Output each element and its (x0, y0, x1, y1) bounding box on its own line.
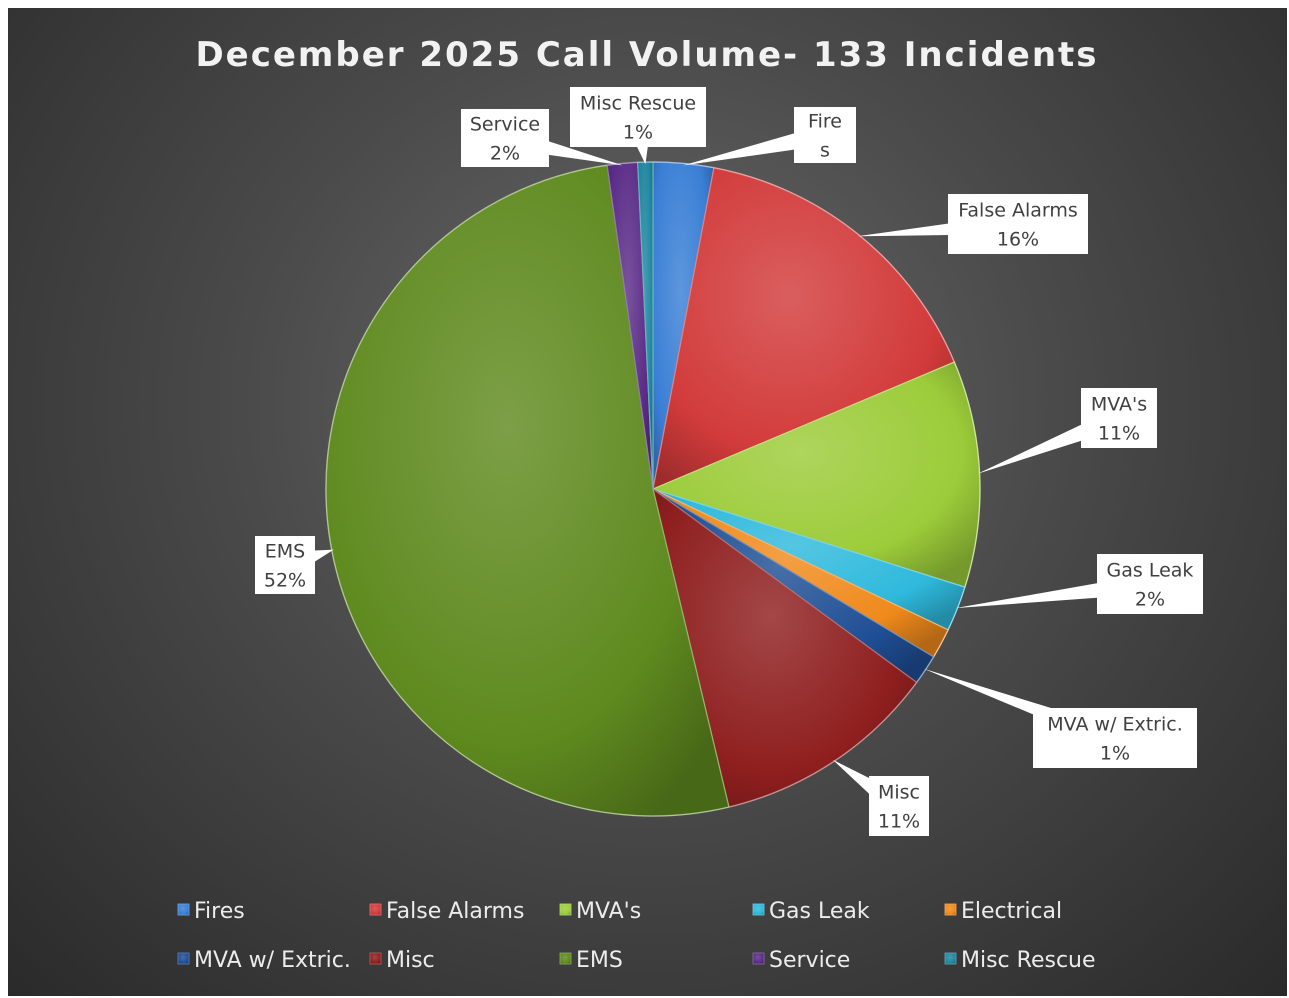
pie-rim (325, 161, 981, 817)
leader-line-fires (683, 129, 811, 166)
legend-item-electrical: Electrical (944, 899, 1062, 924)
leader-line-mva-s (977, 416, 1106, 474)
data-label-box-misc (869, 776, 929, 836)
data-label-false-alarms: False Alarms 16% (857, 194, 1088, 254)
legend-label-ems: EMS (576, 948, 623, 973)
leader-line-gas-leak (955, 577, 1134, 609)
data-label-misc-rescue: Misc Rescue 1% (570, 87, 706, 165)
data-label-box-false-alarms (948, 194, 1088, 254)
legend-item-ems: EMS (559, 948, 623, 973)
data-label-text-mva-s-1: MVA's (1091, 394, 1147, 416)
pie-slices (325, 161, 981, 817)
legend-label-gas-leak: Gas Leak (769, 899, 870, 924)
pie-slice-false-alarms (652, 167, 956, 490)
legend-swatch-gas-leak (752, 903, 765, 916)
legend-label-misc-rescue: Misc Rescue (961, 948, 1096, 973)
data-label-text-ems-2: 52% (264, 570, 306, 592)
legend-label-electrical: Electrical (961, 899, 1062, 924)
data-label-ems: EMS 52% (255, 536, 334, 594)
chart-title: December 2025 Call Volume- 133 Incidents (195, 35, 1098, 75)
data-label-text-mva-w-extric-2: 1% (1100, 743, 1130, 765)
data-label-text-fires-1: Fire (808, 111, 842, 133)
legend-label-false-alarms: False Alarms (386, 899, 524, 924)
legend-item-mva-w-extric: MVA w/ Extric. (177, 948, 351, 973)
legend: Fires False Alarms MVA's Gas Leak Electrical… (177, 899, 1096, 973)
pie-slice-misc (652, 487, 918, 808)
data-label-text-false-alarms-2: 16% (997, 229, 1039, 251)
legend-item-misc: Misc (369, 948, 435, 973)
data-label-text-false-alarms-1: False Alarms (958, 200, 1078, 222)
legend-item-false-alarms: False Alarms (369, 899, 524, 924)
data-label-text-misc-2: 11% (878, 811, 920, 833)
data-label-mva-w-extric: MVA w/ Extric. 1% (923, 668, 1197, 768)
legend-label-mva-s: MVA's (576, 899, 641, 924)
data-label-text-misc-1: Misc (878, 782, 920, 804)
data-label-text-misc-rescue-2: 1% (623, 122, 653, 144)
legend-swatch-fires (177, 903, 190, 916)
legend-label-misc: Misc (386, 948, 435, 973)
data-label-box-mva-w-extric (1033, 708, 1197, 768)
data-label-text-gas-leak-2: 2% (1135, 589, 1165, 611)
data-label-box-service (461, 109, 549, 167)
legend-item-mva-s: MVA's (559, 899, 641, 924)
legend-item-gas-leak: Gas Leak (752, 899, 870, 924)
data-label-box-fires (794, 107, 856, 163)
legend-swatch-misc-rescue (944, 952, 957, 965)
data-label-text-service-2: 2% (490, 143, 520, 165)
data-label-gas-leak: Gas Leak 2% (955, 554, 1203, 614)
data-label-fires: Fire s (683, 107, 856, 166)
data-label-text-gas-leak-1: Gas Leak (1107, 560, 1194, 582)
legend-label-fires: Fires (194, 899, 245, 924)
legend-swatch-ems (559, 952, 572, 965)
legend-item-fires: Fires (177, 899, 245, 924)
data-label-box-ems (255, 536, 315, 594)
data-label-text-misc-rescue-1: Misc Rescue (580, 93, 696, 115)
legend-swatch-misc (369, 952, 382, 965)
top-strip (0, 0, 1289, 8)
pie-chart: December 2025 Call Volume- 133 Incidents… (177, 35, 1203, 973)
data-label-text-fires-2: s (820, 140, 830, 162)
legend-swatch-service (752, 952, 765, 965)
legend-swatch-mva-w-extric (177, 952, 190, 965)
legend-swatch-electrical (944, 903, 957, 916)
legend-label-mva-w-extric: MVA w/ Extric. (194, 948, 351, 973)
data-label-mva-s: MVA's 11% (977, 388, 1157, 474)
legend-swatch-mva-s (559, 903, 572, 916)
data-label-service: Service 2% (461, 109, 623, 167)
legend-item-service: Service (752, 948, 850, 973)
data-label-text-mva-w-extric-1: MVA w/ Extric. (1047, 714, 1182, 736)
pie-slice-mva-s (651, 361, 981, 588)
data-label-box-gas-leak (1097, 554, 1203, 614)
legend-label-service: Service (769, 948, 850, 973)
legend-swatch-false-alarms (369, 903, 382, 916)
data-label-box-mva-s (1081, 388, 1157, 448)
data-labels: Fire s False Alarms 16% MVA's 11% Gas Leak 2% MV… (255, 87, 1203, 836)
data-label-box-misc-rescue (570, 87, 706, 147)
legend-item-misc-rescue: Misc Rescue (944, 948, 1096, 973)
chart-area: December 2025 Call Volume- 133 Incidents… (8, 8, 1287, 996)
data-label-text-service-1: Service (470, 114, 540, 136)
data-label-misc: Misc 11% (832, 759, 929, 836)
data-label-text-mva-s-2: 11% (1098, 423, 1140, 445)
data-label-text-ems-1: EMS (265, 541, 305, 563)
